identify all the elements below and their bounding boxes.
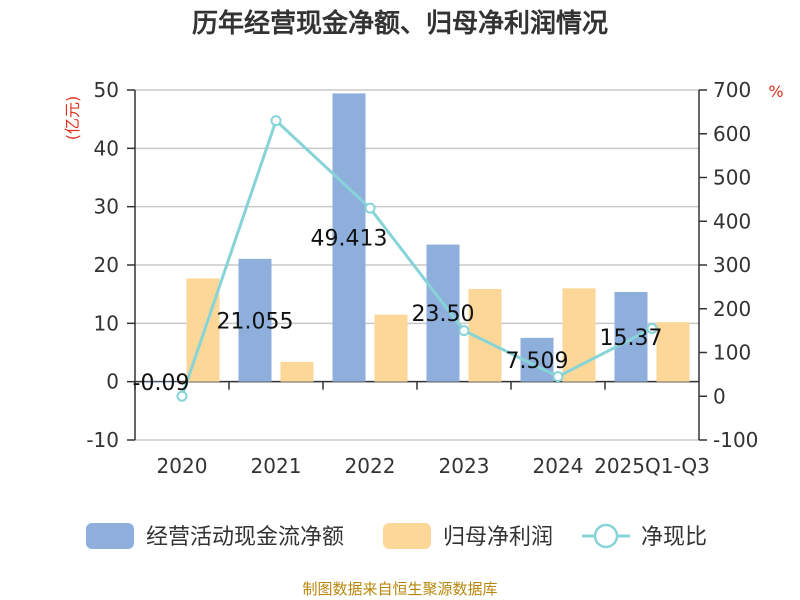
legend-swatch-profit	[383, 523, 431, 549]
ratio-point	[270, 115, 282, 127]
y-left-tick-label: -10	[86, 428, 119, 452]
legend-label-cashflow: 经营活动现金流净额	[146, 525, 344, 550]
legend: 经营活动现金流净额 归母净利润 净现比	[86, 523, 707, 550]
y-left-tick-label: 20	[94, 253, 119, 277]
bar-cashflow	[144, 381, 178, 383]
y-right-tick-label: 0	[713, 384, 726, 408]
data-label: 15.37	[600, 326, 663, 351]
axes: -1001020304050-1000100200300400500600700…	[86, 78, 758, 478]
y-left-tick-label: 10	[94, 311, 119, 335]
data-labels: -0.09 21.055 49.413 23.50 7.509 15.37	[133, 227, 663, 396]
x-tick-label: 2023	[439, 454, 490, 478]
data-label: 21.055	[217, 309, 294, 334]
data-label: -0.09	[133, 371, 190, 396]
data-label: 49.413	[311, 227, 388, 252]
ratio-line-path	[180, 117, 653, 397]
bar-cashflow	[426, 244, 460, 382]
y-right-tick-label: 200	[713, 297, 751, 321]
bar-cashflow	[332, 93, 366, 382]
ratio-point	[364, 202, 376, 214]
x-tick-label: 2021	[251, 454, 302, 478]
y-right-tick-label: -100	[713, 428, 758, 452]
ratio-point	[552, 371, 564, 383]
ratio-line	[176, 115, 658, 402]
ratio-point	[176, 390, 188, 402]
bar-profit	[374, 314, 408, 382]
y-axis-right-label: %	[768, 82, 783, 101]
y-right-tick-label: 600	[713, 122, 751, 146]
y-left-tick-label: 0	[106, 370, 119, 394]
legend-label-ratio: 净现比	[641, 525, 707, 550]
x-tick-label: 2025Q1-Q3	[594, 454, 710, 478]
y-right-tick-label: 400	[713, 209, 751, 233]
bar-cashflow	[614, 292, 648, 382]
y-left-tick-label: 30	[94, 195, 119, 219]
y-right-tick-label: 100	[713, 341, 751, 365]
y-left-tick-label: 40	[94, 136, 119, 160]
legend-swatch-ratio-marker	[593, 523, 619, 549]
y-right-tick-label: 700	[713, 78, 751, 102]
y-right-tick-label: 300	[713, 253, 751, 277]
source-note: 制图数据来自恒生聚源数据库	[302, 580, 497, 598]
x-tick-label: 2020	[157, 454, 208, 478]
legend-label-profit: 归母净利润	[443, 525, 553, 550]
x-tick-label: 2022	[345, 454, 396, 478]
x-tick-label: 2024	[533, 454, 584, 478]
y-right-tick-label: 500	[713, 166, 751, 190]
data-label: 23.50	[412, 302, 475, 327]
y-axis-left-label: (亿元)	[63, 96, 82, 141]
y-left-tick-label: 50	[94, 78, 119, 102]
bar-profit	[280, 361, 314, 382]
chart-title: 历年经营现金净额、归母净利润情况	[192, 8, 608, 39]
ratio-point	[646, 322, 658, 334]
bar-cashflow	[238, 258, 272, 382]
ratio-point	[458, 325, 470, 337]
data-label: 7.509	[506, 349, 569, 374]
bar-profit	[656, 322, 690, 382]
legend-swatch-cashflow	[86, 523, 134, 549]
